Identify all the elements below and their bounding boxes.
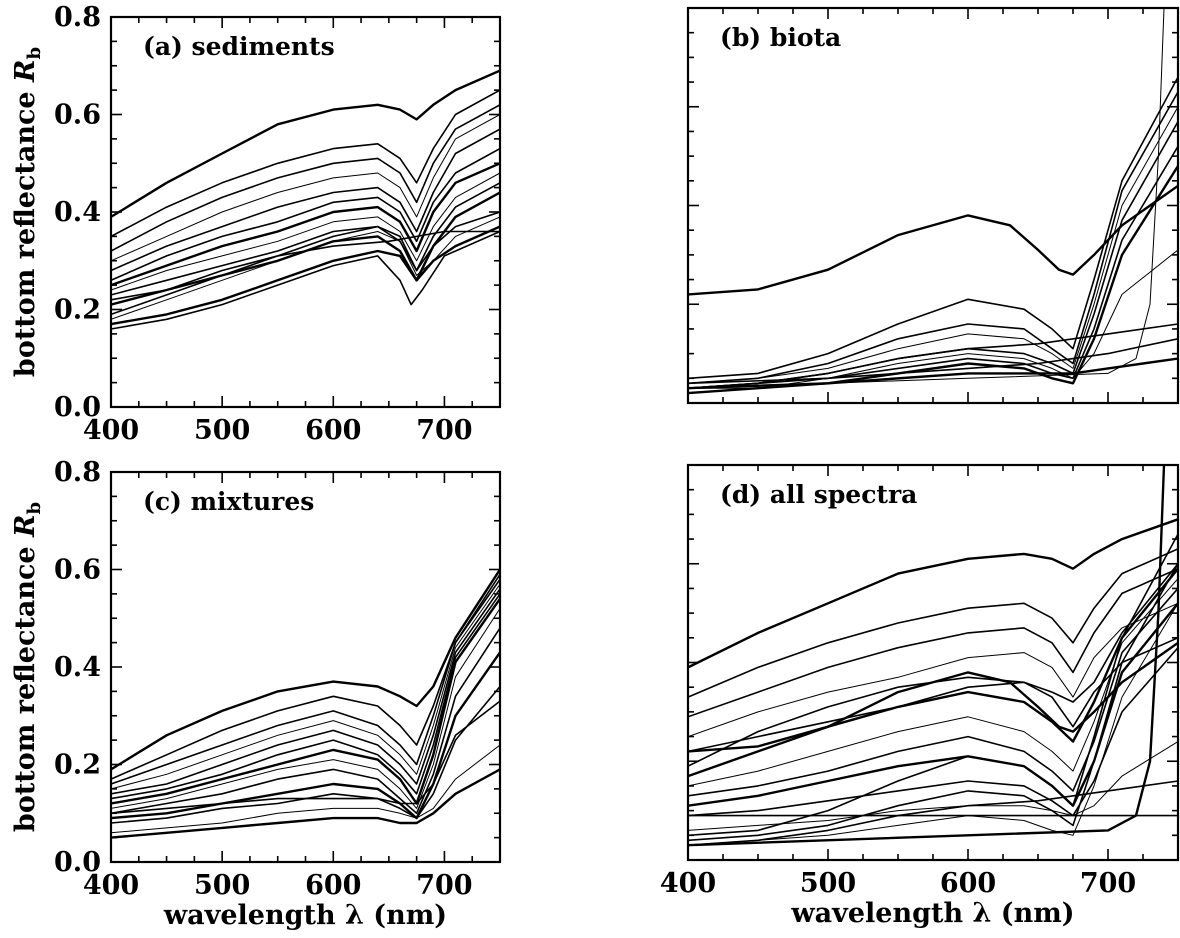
panel-c-y-tick-label: 0.0 <box>54 847 101 878</box>
panel-a-x-tick-label: 700 <box>416 415 472 446</box>
panel-a-y-tick-label: 0.2 <box>54 295 101 326</box>
panel-d-x-axis-title: wavelength λ (nm) <box>790 898 1074 929</box>
panel-c-spectrum-line <box>111 588 500 795</box>
panel-c-spectrum-line <box>111 744 500 834</box>
panel-d-spectrum-line <box>688 548 1178 698</box>
panel-d-spectrum-line <box>688 567 1178 778</box>
panel-a-x-tick-label: 600 <box>305 415 361 446</box>
panel-d-title: (d) all spectra <box>720 480 917 509</box>
panel-d-spectrum-line <box>688 780 1178 846</box>
plot-frames <box>109 6 1180 864</box>
panel-c-spectrum-line <box>111 583 500 790</box>
panel-c-x-tick-label: 600 <box>305 870 361 901</box>
panel-a-spectrum-line <box>111 225 500 326</box>
panel-d-spectrum-line <box>688 646 1178 817</box>
plot-ticks <box>110 7 1179 863</box>
panel-d-spectrum-line <box>688 602 1178 807</box>
panel-d-spectrum-line <box>688 637 1178 753</box>
panel-d-spectrum-line <box>688 465 1166 847</box>
panel-d-x-tick-label: 400 <box>660 868 716 899</box>
panel-a-y-tick-label: 0.0 <box>54 392 101 423</box>
panel-b-title: (b) biota <box>720 23 841 52</box>
panel-d-spectrum-line <box>688 741 1178 831</box>
panel-a-spectrum-line <box>111 89 500 238</box>
panel-c-y-tick-label: 0.4 <box>54 652 101 683</box>
panel-b-spectrum-line <box>688 323 1178 389</box>
panel-d-spectrum-line <box>688 641 1178 753</box>
panel-d-spectrum-line <box>688 587 1178 797</box>
panel-d-x-tick-label: 500 <box>800 868 856 899</box>
panel-b-spectrum-line <box>688 184 1178 296</box>
panel-c-spectrum-line <box>111 627 500 815</box>
panel-c-spectrum-line <box>111 651 500 820</box>
panel-b-curves <box>688 8 1178 395</box>
panel-c-curves <box>111 568 500 839</box>
panel-d-spectrum-line <box>688 563 1178 842</box>
panel-c-x-axis-title: wavelength λ (nm) <box>163 900 447 931</box>
panel-d-spectrum-line <box>688 602 1178 738</box>
panel-a-spectrum-line <box>111 230 500 330</box>
panel-d-curves <box>688 465 1178 847</box>
panel-a-spectrum-line <box>111 191 500 306</box>
panel-a-spectrum-line <box>111 147 500 282</box>
panel-b-frame <box>686 6 1180 405</box>
panel-b-spectrum-line <box>688 145 1178 389</box>
panel-c-spectrum-line <box>111 568 500 771</box>
panel-a-spectrum-line <box>111 162 500 287</box>
panel-c-spectrum-line <box>111 573 500 780</box>
panel-d-x-tick-label: 600 <box>940 868 996 899</box>
panel-c-spectrum-line <box>111 578 500 785</box>
panel-c-y-tick-label: 0.6 <box>54 555 101 586</box>
panel-c-y-axis-title: bottom reflectance Rb <box>10 502 45 832</box>
panel-d-spectrum-line <box>688 602 1178 846</box>
panel-a-spectrum-line <box>111 230 500 301</box>
panel-a-curves <box>111 69 500 330</box>
panel-a-spectrum-line <box>111 216 500 320</box>
panel-c-title: (c) mixtures <box>143 487 314 516</box>
panel-c-spectrum-line <box>111 608 500 809</box>
panel-c-x-tick-label: 400 <box>83 870 139 901</box>
panel-a-spectrum-line <box>111 69 500 219</box>
panel-a-y-axis-title: bottom reflectance Rb <box>10 47 45 377</box>
panel-b-spectrum-line <box>688 76 1178 380</box>
panel-d-x-tick-label: 700 <box>1080 868 1136 899</box>
panel-d-spectrum-line <box>688 533 1178 837</box>
plot-curves <box>111 8 1178 847</box>
panel-a-spectrum-line <box>111 114 500 262</box>
panel-a-y-tick-label: 0.8 <box>54 2 101 33</box>
panel-a-spectrum-line <box>111 104 500 252</box>
panel-c-y-tick-label: 0.2 <box>54 750 101 781</box>
panel-d-spectrum-line <box>688 563 1178 767</box>
panel-a-x-tick-label: 400 <box>83 415 139 446</box>
panel-c-x-tick-label: 500 <box>194 870 250 901</box>
panel-d-spectrum-line <box>688 578 1178 787</box>
panel-b-spectrum-line <box>688 91 1178 385</box>
panel-c-y-tick-label: 0.8 <box>54 457 101 488</box>
panel-d-spectrum-line <box>688 567 1178 718</box>
panel-b-spectrum-line <box>688 106 1178 384</box>
panel-c-spectrum-line <box>111 597 500 805</box>
plot-text: 0.0 0.2 0.4 0.6 0.8 400 500 600 700 (a) sediments… <box>10 2 1136 931</box>
panel-a-title: (a) sediments <box>143 32 335 61</box>
panel-c-x-tick-label: 700 <box>416 870 472 901</box>
panel-a-spectrum-line <box>111 128 500 272</box>
panel-b-spectrum-line <box>688 8 1165 389</box>
panel-a-spectrum-line <box>111 172 500 291</box>
panel-a-x-tick-label: 500 <box>194 415 250 446</box>
panel-b-spectrum-line <box>688 338 1178 385</box>
panel-a-y-tick-label: 0.6 <box>54 100 101 131</box>
panel-c-spectrum-line <box>111 700 500 815</box>
panel-c-spectrum-line <box>111 593 500 800</box>
panel-c-spectrum-line <box>111 768 500 839</box>
panel-a-y-tick-label: 0.4 <box>54 197 101 228</box>
panel-d-spectrum-line <box>688 518 1178 669</box>
panel-a-spectrum-line <box>111 211 500 316</box>
